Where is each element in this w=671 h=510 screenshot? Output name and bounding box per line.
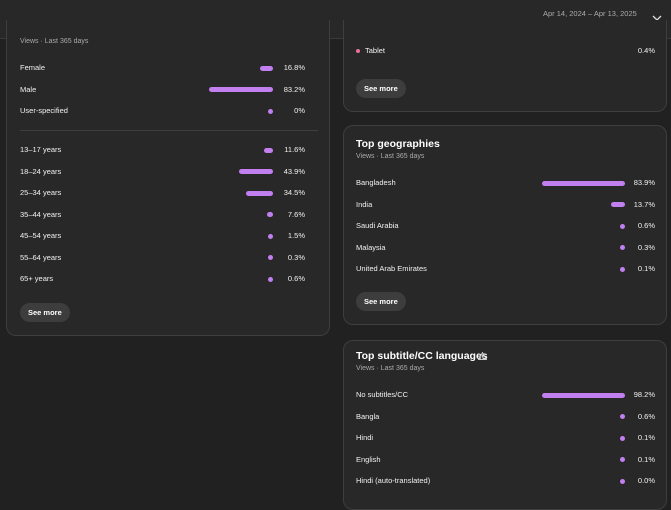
row-label: 55–64 years bbox=[20, 252, 62, 262]
row-label: 65+ years bbox=[20, 274, 54, 283]
percent: 0.6% bbox=[287, 274, 305, 283]
row-label: 45–54 years bbox=[20, 231, 62, 240]
geographies-card: Top geographies Views · Last 365 days Bang… bbox=[343, 125, 667, 325]
card-title: Top geographies bbox=[356, 138, 440, 150]
percent: 7.6% bbox=[287, 209, 305, 219]
bar bbox=[542, 180, 625, 186]
row-label: Bangladesh bbox=[356, 178, 396, 187]
devices-card: Tablet 0.4% See more bbox=[343, 20, 667, 112]
percent: 1.5% bbox=[287, 231, 305, 240]
card-subtitle: Views · Last 365 days bbox=[20, 38, 89, 45]
bar bbox=[264, 147, 273, 153]
bar bbox=[620, 266, 625, 272]
percent: 0.3% bbox=[287, 252, 305, 262]
warning-icon[interactable] bbox=[478, 352, 487, 360]
bar bbox=[620, 414, 625, 419]
row-label: India bbox=[356, 199, 373, 209]
percent: 13.7% bbox=[633, 199, 655, 209]
bar bbox=[611, 202, 625, 207]
percent: 83.2% bbox=[283, 84, 305, 94]
card-subtitle: Views · Last 365 days bbox=[356, 153, 425, 160]
bar bbox=[268, 255, 273, 260]
row-label: User-specified bbox=[20, 106, 68, 115]
percent: 0% bbox=[294, 106, 305, 115]
divider bbox=[20, 130, 318, 131]
date-range: Apr 14, 2024 – Apr 13, 2025 bbox=[543, 9, 637, 18]
row-label: Hindi (auto-translated) bbox=[356, 476, 431, 485]
bar bbox=[620, 223, 625, 229]
bar bbox=[620, 457, 625, 462]
legend-dot bbox=[356, 49, 360, 53]
percent: 43.9% bbox=[283, 166, 305, 176]
row-label: English bbox=[356, 454, 381, 464]
card-subtitle: Views · Last 365 days bbox=[356, 365, 425, 372]
row-label: Male bbox=[20, 84, 37, 94]
percent: 0.6% bbox=[637, 221, 655, 230]
percent: 0.6% bbox=[637, 411, 655, 421]
bar bbox=[268, 233, 273, 239]
percent: 98.2% bbox=[633, 390, 655, 399]
demographics-card: Views · Last 365 days Female 16.8% Male 83.2… bbox=[6, 20, 330, 336]
percent: 83.9% bbox=[633, 178, 655, 187]
percent: 0.4% bbox=[637, 46, 655, 55]
subtitles-card: Top subtitle/CC languages Views · Last 36… bbox=[343, 340, 667, 510]
percent: 34.5% bbox=[283, 188, 305, 197]
card-title: Top subtitle/CC languages bbox=[356, 350, 488, 362]
bar bbox=[620, 435, 625, 441]
see-more-button[interactable]: See more bbox=[356, 292, 406, 311]
row-label: Bangla bbox=[356, 411, 380, 421]
bar bbox=[209, 87, 273, 92]
row-label: 25–34 years bbox=[20, 188, 62, 197]
percent: 0.1% bbox=[637, 264, 655, 273]
bar bbox=[260, 65, 273, 71]
see-more-button[interactable]: See more bbox=[356, 79, 406, 98]
row-label: 35–44 years bbox=[20, 209, 62, 219]
row-label: 18–24 years bbox=[20, 166, 62, 176]
row-label: United Arab Emirates bbox=[356, 264, 427, 273]
percent: 16.8% bbox=[283, 63, 305, 72]
row-label: 13–17 years bbox=[20, 145, 62, 154]
row-label: Female bbox=[20, 63, 46, 72]
bar bbox=[268, 276, 273, 282]
bar bbox=[542, 392, 625, 398]
bar bbox=[268, 108, 273, 114]
percent: 11.6% bbox=[284, 145, 305, 154]
bar bbox=[620, 478, 625, 484]
bar bbox=[620, 245, 625, 250]
percent: 0.3% bbox=[637, 242, 655, 252]
bar bbox=[239, 169, 273, 174]
row-label: Tablet bbox=[365, 46, 386, 55]
percent: 0.0% bbox=[637, 476, 655, 485]
bar bbox=[267, 212, 273, 217]
row-label: No subtitles/CC bbox=[356, 390, 409, 399]
row-label: Malaysia bbox=[356, 242, 386, 252]
row-label: Hindi bbox=[356, 433, 374, 442]
percent: 0.1% bbox=[637, 454, 655, 464]
bar bbox=[246, 190, 273, 196]
row-label: Saudi Arabia bbox=[356, 221, 399, 230]
percent: 0.1% bbox=[637, 433, 655, 442]
see-more-button[interactable]: See more bbox=[20, 303, 70, 322]
